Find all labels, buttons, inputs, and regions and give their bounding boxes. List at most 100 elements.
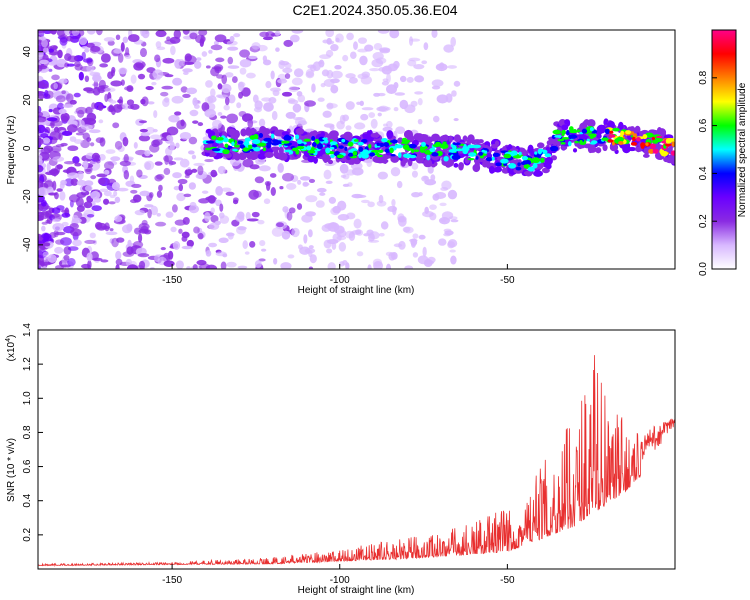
noise-blob: [342, 114, 350, 122]
noise-blob: [189, 109, 199, 117]
noise-blob: [169, 36, 181, 44]
noise-blob: [238, 81, 245, 92]
noise-blob: [299, 176, 311, 181]
noise-blob: [291, 227, 300, 238]
noise-blob: [110, 69, 115, 77]
band-core: [303, 138, 311, 142]
noise-blob: [367, 201, 375, 208]
noise-blob: [74, 162, 82, 167]
y-tick-label: 0: [22, 145, 33, 151]
noise-blob: [453, 118, 459, 122]
spectrogram-heatmap: [38, 30, 675, 269]
noise-blob: [214, 34, 227, 43]
noise-blob: [160, 91, 169, 97]
noise-blob: [55, 144, 65, 148]
band-core: [443, 155, 449, 162]
band-core: [325, 147, 331, 154]
noise-blob: [38, 266, 42, 269]
band-core: [383, 142, 390, 147]
noise-blob: [353, 218, 362, 229]
snr-multiplier: (x104): [5, 335, 17, 362]
band-core: [432, 143, 441, 148]
band-core: [485, 157, 493, 162]
noise-blob: [210, 215, 219, 223]
spectrogram-y-label: Frequency (Hz): [6, 116, 17, 185]
band-core: [389, 147, 394, 154]
noise-blob: [205, 80, 213, 88]
noise-blob: [179, 158, 190, 168]
noise-blob: [100, 259, 109, 263]
band-core: [524, 159, 532, 166]
noise-blob: [90, 175, 97, 180]
band-core: [570, 134, 576, 138]
noise-blob: [186, 266, 191, 269]
band-halo: [453, 134, 461, 143]
noise-blob: [176, 192, 186, 202]
noise-blob: [351, 193, 363, 199]
noise-blob: [205, 65, 211, 69]
noise-blob: [308, 178, 316, 183]
noise-blob: [86, 213, 95, 218]
band-core: [612, 127, 620, 132]
noise-blob: [283, 39, 294, 47]
band-core: [540, 157, 545, 163]
noise-blob: [105, 149, 116, 154]
band-core: [512, 155, 522, 159]
band-core: [603, 137, 608, 141]
band-core: [560, 142, 566, 145]
band-core: [655, 135, 663, 139]
noise-blob: [272, 89, 280, 97]
noise-blob: [38, 167, 44, 171]
noise-blob: [114, 140, 123, 150]
noise-blob: [220, 261, 227, 269]
band-halo: [642, 153, 650, 158]
noise-blob: [326, 248, 333, 254]
band-core: [247, 144, 252, 148]
noise-blob: [210, 44, 223, 51]
band-core: [652, 148, 659, 154]
noise-blob: [48, 51, 60, 56]
noise-blob: [84, 48, 90, 53]
noise-blob: [147, 101, 155, 105]
snr-x-label: Height of straight line (km): [298, 585, 415, 596]
noise-blob: [120, 79, 125, 86]
band-halo: [545, 163, 552, 170]
noise-blob: [379, 48, 390, 54]
noise-blob: [282, 206, 289, 213]
x-tick-label: -100: [330, 575, 350, 586]
noise-blob: [76, 179, 87, 186]
band-core: [211, 135, 217, 140]
noise-blob: [447, 65, 458, 69]
noise-blob: [193, 162, 205, 167]
band-halo: [240, 128, 247, 137]
band-halo: [248, 151, 259, 161]
band-core: [607, 139, 614, 143]
y-tick-label: 0.2: [22, 527, 33, 541]
band-core: [426, 154, 431, 161]
band-core: [270, 133, 275, 139]
noise-blob: [63, 161, 76, 165]
noise-blob: [336, 120, 345, 130]
noise-blob: [367, 264, 372, 269]
noise-blob: [86, 65, 95, 73]
band-halo: [595, 147, 602, 154]
band-core: [576, 129, 581, 133]
noise-blob: [52, 156, 65, 162]
band-core: [671, 141, 675, 147]
noise-blob: [394, 92, 406, 96]
band-halo: [373, 137, 384, 143]
noise-blob: [172, 241, 181, 250]
noise-blob: [156, 190, 163, 198]
noise-blob: [114, 215, 123, 223]
noise-blob: [282, 172, 295, 182]
noise-blob: [156, 212, 161, 217]
noise-blob: [173, 157, 184, 161]
noise-blob: [158, 184, 163, 192]
noise-blob: [336, 229, 347, 238]
noise-blob: [103, 198, 110, 205]
noise-blob: [162, 57, 175, 64]
noise-blob: [431, 30, 438, 39]
band-core: [205, 147, 212, 151]
noise-blob: [342, 183, 350, 187]
noise-blob: [166, 134, 173, 141]
